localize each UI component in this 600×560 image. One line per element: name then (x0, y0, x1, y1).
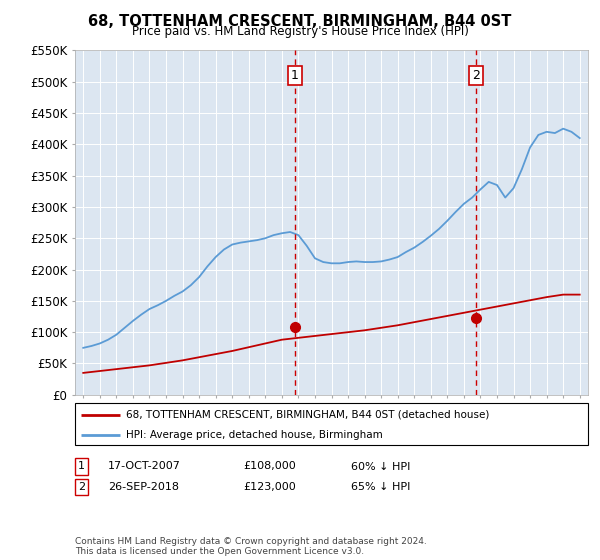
Text: 1: 1 (291, 69, 299, 82)
Text: Contains HM Land Registry data © Crown copyright and database right 2024.: Contains HM Land Registry data © Crown c… (75, 537, 427, 546)
Text: 1: 1 (78, 461, 85, 472)
Text: This data is licensed under the Open Government Licence v3.0.: This data is licensed under the Open Gov… (75, 547, 364, 556)
Text: 65% ↓ HPI: 65% ↓ HPI (351, 482, 410, 492)
Text: Price paid vs. HM Land Registry's House Price Index (HPI): Price paid vs. HM Land Registry's House … (131, 25, 469, 38)
Text: 26-SEP-2018: 26-SEP-2018 (108, 482, 179, 492)
Text: 68, TOTTENHAM CRESCENT, BIRMINGHAM, B44 0ST: 68, TOTTENHAM CRESCENT, BIRMINGHAM, B44 … (88, 14, 512, 29)
Text: HPI: Average price, detached house, Birmingham: HPI: Average price, detached house, Birm… (126, 430, 383, 440)
Text: 2: 2 (78, 482, 85, 492)
Text: 68, TOTTENHAM CRESCENT, BIRMINGHAM, B44 0ST (detached house): 68, TOTTENHAM CRESCENT, BIRMINGHAM, B44 … (126, 410, 490, 420)
Text: £108,000: £108,000 (243, 461, 296, 472)
Text: £123,000: £123,000 (243, 482, 296, 492)
Text: 17-OCT-2007: 17-OCT-2007 (108, 461, 181, 472)
Text: 60% ↓ HPI: 60% ↓ HPI (351, 461, 410, 472)
Text: 2: 2 (472, 69, 480, 82)
